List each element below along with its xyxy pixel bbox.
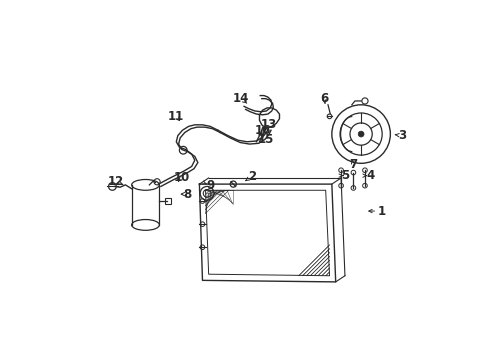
Text: 1: 1 [377, 204, 385, 217]
Text: 5: 5 [340, 169, 348, 182]
Circle shape [357, 131, 363, 137]
Text: 7: 7 [348, 158, 357, 171]
Text: 15: 15 [257, 133, 273, 146]
Text: 14: 14 [232, 92, 249, 105]
Text: 8: 8 [183, 188, 191, 201]
Text: 4: 4 [366, 169, 374, 182]
Text: 3: 3 [398, 129, 406, 142]
Bar [164, 198, 171, 204]
Text: 13: 13 [260, 118, 276, 131]
Text: 12: 12 [108, 175, 124, 188]
Text: 2: 2 [247, 170, 255, 183]
Text: 9: 9 [205, 179, 214, 192]
Text: 6: 6 [319, 92, 327, 105]
Text: 16: 16 [255, 124, 271, 137]
Text: 11: 11 [168, 110, 184, 123]
Text: 10: 10 [173, 171, 189, 184]
